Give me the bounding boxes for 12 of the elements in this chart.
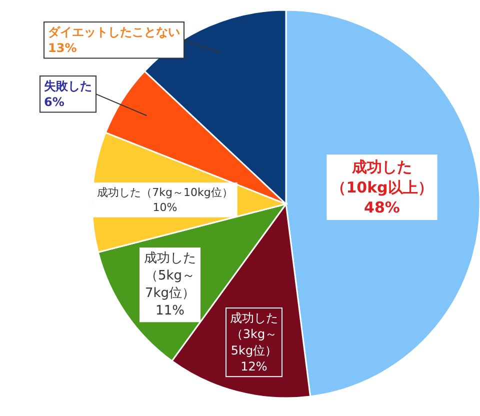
slice-label: 成功した（10kg以上） xyxy=(331,158,433,196)
data-label: 11% xyxy=(156,304,184,319)
slice-label: 成功した（7kg～10kg位） xyxy=(97,186,233,199)
slice-label: ダイエットしたことない xyxy=(48,25,180,39)
slice-label: 失敗した xyxy=(44,79,92,93)
data-label: 12% xyxy=(240,360,268,374)
data-label: 10% xyxy=(152,200,178,214)
slice-label: 成功した（5kg～7kg位） xyxy=(144,251,196,302)
slice-label: 成功した（3kg～5kg位） xyxy=(230,311,278,358)
data-label: 13% xyxy=(48,41,77,56)
data-label: 6% xyxy=(44,95,64,110)
data-label: 48% xyxy=(364,198,400,216)
